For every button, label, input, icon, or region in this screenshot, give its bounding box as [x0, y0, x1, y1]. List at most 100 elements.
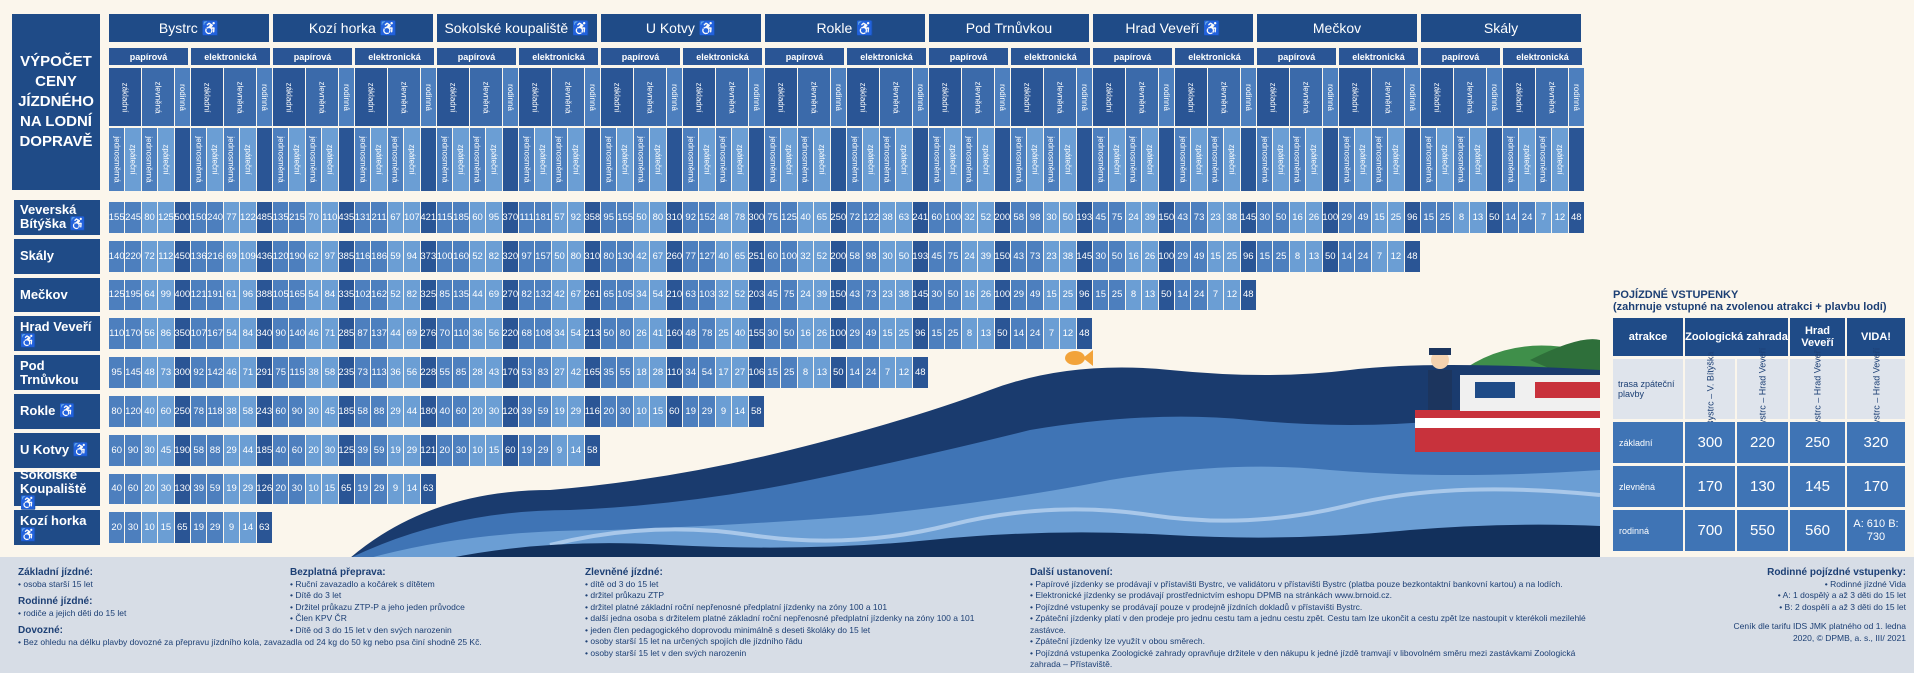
price-cell: 35: [601, 357, 617, 388]
route-label: Bystrc – Hrad Veveří: [1812, 347, 1823, 431]
ticket-subtype: zpáteční: [1276, 144, 1286, 175]
ticket-subtype: zpáteční: [325, 144, 335, 175]
price-cell: 42: [551, 279, 568, 311]
price-cell: 52: [978, 202, 994, 233]
price-cell: 125: [781, 202, 797, 233]
price-cell: 29: [240, 473, 256, 505]
atrakce-header: atrakce: [1613, 318, 1683, 356]
ticket-subtype-cell: jednosměrná: [273, 128, 289, 191]
price-cell: 58: [1011, 202, 1027, 233]
ticket-subtype-cell: zpáteční: [322, 128, 338, 191]
price-cell: 40: [273, 434, 289, 466]
price-cell: 97: [322, 240, 338, 272]
price-cell: 373: [420, 240, 436, 272]
footer-list-item: jeden člen pedagogického doprovodu minim…: [585, 625, 1015, 637]
price-cell: 211: [371, 202, 387, 233]
price-cell: 20: [469, 396, 486, 427]
price-cell: 25: [781, 357, 797, 388]
price-cell: 38: [1224, 202, 1240, 233]
price-cell: 25: [1224, 240, 1240, 272]
price-cell: 29: [404, 434, 420, 466]
footer-list-item: Pojízdné vstupenky se prodávají pouze v …: [1030, 602, 1590, 614]
route-cell: Bystrc – V. Bítýška: [1685, 352, 1735, 426]
category-cell: zlevněná: [1125, 68, 1158, 126]
ticket-subtype-cell: [1486, 128, 1502, 191]
price-cell: 24: [797, 279, 814, 311]
price-cell: 82: [404, 279, 420, 311]
ticket-subtype-cell: jednosměrná: [305, 128, 322, 191]
ticket-subtype: jednosměrná: [276, 136, 286, 183]
pojizdne-row-label: zlevněná: [1613, 466, 1683, 507]
ticket-kind: papírová: [1093, 48, 1172, 65]
price-cell: 120: [273, 240, 289, 272]
price-cell: 25: [1437, 202, 1453, 233]
category-label: zlevněná: [727, 80, 737, 114]
category-cell: základní: [437, 68, 469, 126]
price-cell: 43: [1011, 240, 1027, 272]
footer-list-item: Držitel průkazu ZTP-P a jeho jeden průvo…: [290, 602, 550, 614]
ticket-subtype-cell: [502, 128, 518, 191]
price-cell: 20: [141, 473, 158, 505]
footer-list-item: Všechny ceny jsou uvedeny v korunách čes…: [1030, 671, 1590, 673]
price-cell: 14: [568, 434, 584, 466]
ticket-subtype-cell: zpáteční: [1306, 128, 1322, 191]
price-cell: 270: [502, 279, 518, 311]
ticket-subtype-cell: jednosměrná: [1503, 128, 1519, 191]
price-cell: 122: [240, 202, 256, 233]
category-cell: rodinná: [1076, 68, 1092, 126]
price-cell: 15: [1421, 202, 1437, 233]
route-label: Bystrc – V. Bítýška: [1705, 351, 1716, 427]
category-label: zlevněná: [1465, 80, 1475, 114]
price-cell: 40: [732, 318, 748, 350]
price-cell: 20: [109, 512, 125, 544]
category-label: základní: [694, 82, 704, 112]
footer-list-item: Ruční zavazadlo a kočárek s dítětem: [290, 579, 550, 591]
price-cell: 17: [715, 357, 732, 388]
category-label: základní: [940, 82, 950, 112]
price-cell: 45: [765, 279, 781, 311]
ticket-subtype: jednosměrná: [1342, 136, 1352, 183]
price-cell: 30: [125, 512, 141, 544]
category-cell: rodinná: [1322, 68, 1338, 126]
ticket-subtype-cell: jednosměrná: [633, 128, 650, 191]
price-cell: 310: [666, 202, 682, 233]
price-cell: 28: [469, 357, 486, 388]
price-cell: 78: [191, 396, 207, 427]
price-cell: 251: [748, 240, 764, 272]
category-cell: základní: [601, 68, 633, 126]
wave-dark: [450, 524, 1600, 558]
price-cell: 24: [1191, 279, 1207, 311]
price-cell: 28: [650, 357, 666, 388]
station-6: Hrad Veveří ♿: [1093, 14, 1253, 42]
ticket-subtype: jednosměrná: [309, 136, 318, 183]
price-cell: 107: [191, 318, 207, 350]
price-cell: 82: [486, 240, 502, 272]
category-label: základní: [1186, 82, 1196, 112]
price-cell: 29: [371, 473, 387, 505]
price-cell: 203: [748, 279, 764, 311]
price-cell: 26: [978, 279, 994, 311]
price-cell: 49: [1027, 279, 1043, 311]
ticket-subtype-cell: zpáteční: [207, 128, 223, 191]
price-cell: 25: [1109, 279, 1125, 311]
price-cell: 32: [715, 279, 732, 311]
price-cell: 15: [158, 512, 174, 544]
station-3: U Kotvy ♿: [601, 14, 761, 42]
category-cell: základní: [273, 68, 305, 126]
category-cell: rodinná: [502, 68, 518, 126]
category-label: zlevněná: [563, 80, 573, 114]
category-label: rodinná: [833, 83, 843, 111]
price-cell: 63: [420, 473, 436, 505]
category-cell: rodinná: [584, 68, 600, 126]
category-cell: zlevněná: [551, 68, 584, 126]
row-label: Skály: [14, 238, 100, 274]
category-label: rodinná: [259, 83, 269, 111]
ticket-subtype-cell: zpáteční: [1552, 128, 1568, 191]
ticket-subtype-cell: [174, 128, 190, 191]
price-cell: 58: [191, 434, 207, 466]
price-cell: 10: [469, 434, 486, 466]
price-cell: 83: [535, 357, 551, 388]
price-cell: 241: [912, 202, 928, 233]
price-cell: 358: [584, 202, 600, 233]
category-cell: základní: [1175, 68, 1207, 126]
